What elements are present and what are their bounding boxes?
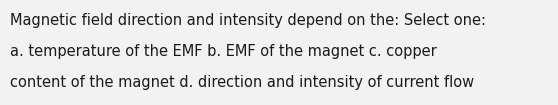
Text: a. temperature of the EMF b. EMF of the magnet c. copper: a. temperature of the EMF b. EMF of the … [10,44,437,59]
Text: Magnetic field direction and intensity depend on the: Select one:: Magnetic field direction and intensity d… [10,13,486,28]
Text: content of the magnet d. direction and intensity of current flow: content of the magnet d. direction and i… [10,75,474,90]
